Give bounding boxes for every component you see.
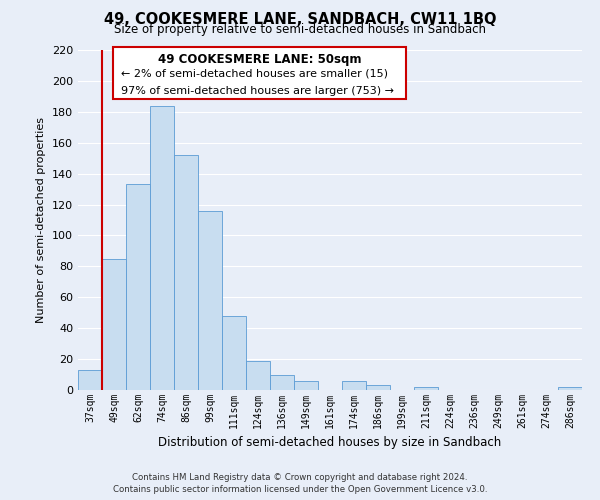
Bar: [102, 258, 126, 390]
Bar: [174, 155, 198, 390]
Text: 97% of semi-detached houses are larger (753) →: 97% of semi-detached houses are larger (…: [121, 86, 394, 96]
Bar: [246, 360, 270, 390]
Bar: [366, 386, 390, 390]
Bar: [294, 380, 318, 390]
Bar: [414, 387, 438, 390]
Bar: [222, 316, 246, 390]
Text: ← 2% of semi-detached houses are smaller (15): ← 2% of semi-detached houses are smaller…: [121, 68, 388, 78]
Text: 49, COOKESMERE LANE, SANDBACH, CW11 1BQ: 49, COOKESMERE LANE, SANDBACH, CW11 1BQ: [104, 12, 496, 28]
Y-axis label: Number of semi-detached properties: Number of semi-detached properties: [37, 117, 46, 323]
Text: 49 COOKESMERE LANE: 50sqm: 49 COOKESMERE LANE: 50sqm: [158, 52, 361, 66]
X-axis label: Distribution of semi-detached houses by size in Sandbach: Distribution of semi-detached houses by …: [158, 436, 502, 450]
Bar: [78, 370, 102, 390]
Text: Size of property relative to semi-detached houses in Sandbach: Size of property relative to semi-detach…: [114, 22, 486, 36]
FancyBboxPatch shape: [113, 46, 406, 100]
Text: Contains HM Land Registry data © Crown copyright and database right 2024.
Contai: Contains HM Land Registry data © Crown c…: [113, 472, 487, 494]
Bar: [198, 210, 222, 390]
Bar: [150, 106, 174, 390]
Bar: [558, 387, 582, 390]
Bar: [126, 184, 150, 390]
Bar: [342, 380, 366, 390]
Bar: [270, 374, 294, 390]
